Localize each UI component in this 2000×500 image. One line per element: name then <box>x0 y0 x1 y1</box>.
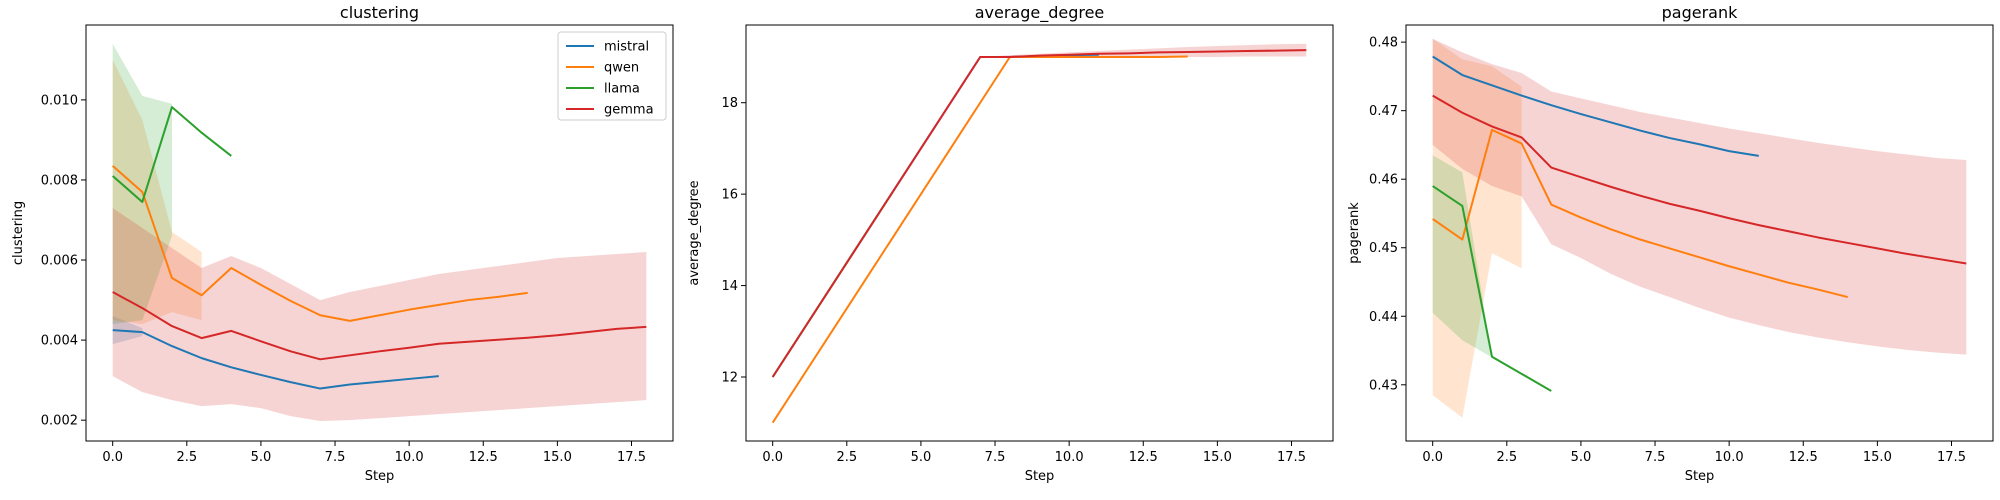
y-tick-label: 14 <box>721 279 738 294</box>
series-line-gemma <box>771 49 1307 378</box>
y-tick-label: 18 <box>721 96 738 111</box>
chart-panel-pagerank: 0.0 2.5 5.0 7.5 10.0 12.5 15.0 17.5 0.43 0.44 0.45… <box>1347 3 1994 484</box>
y-tick-label: 0.43 <box>1369 378 1398 393</box>
legend-label-gemma: gemma <box>604 103 654 118</box>
band-qwen <box>112 59 202 325</box>
series-line-mistral <box>771 53 1099 378</box>
legend-label-qwen: qwen <box>604 61 639 76</box>
x-tick-label: 7.5 <box>325 450 346 465</box>
axes-frame <box>1405 24 1994 442</box>
band-gemma <box>1432 38 1967 355</box>
x-tick-label: 5.0 <box>911 450 932 465</box>
x-tick-label: 15.0 <box>1863 450 1892 465</box>
band-llama <box>112 43 172 325</box>
x-tick-label: 2.5 <box>836 450 857 465</box>
chart-title: clustering <box>340 3 419 22</box>
y-axis-label: clustering <box>11 201 26 265</box>
x-tick-label: 10.0 <box>1055 450 1084 465</box>
plot-area <box>112 43 647 421</box>
plot-area <box>771 43 1307 424</box>
series-line-llama <box>112 106 232 203</box>
x-tick-label: 10.0 <box>395 450 424 465</box>
chart-title: average_degree <box>975 3 1105 23</box>
series-line-gemma <box>1432 94 1967 265</box>
y-tick-label: 0.004 <box>41 334 78 349</box>
chart-panel-clustering: 0.0 2.5 5.0 7.5 10.0 12.5 15.0 17.5 0.002 0.004 0.… <box>11 3 674 484</box>
series-line-mistral <box>1432 55 1759 157</box>
y-tick-label: 0.008 <box>41 173 78 188</box>
chart-panel-average_degree: 0.0 2.5 5.0 7.5 10.0 12.5 15.0 17.5 12 14 16 18 aver… <box>687 3 1334 484</box>
axes-frame <box>85 24 674 442</box>
y-tick-label: 0.45 <box>1369 241 1398 256</box>
y-tick-label: 0.44 <box>1369 310 1398 325</box>
x-tick-label: 12.5 <box>1129 450 1158 465</box>
x-axis-label: Step <box>1685 469 1715 484</box>
y-tick-label: 0.006 <box>41 254 78 269</box>
legend: mistral qwen llama gemma <box>557 31 667 121</box>
plot-area <box>1432 38 1967 418</box>
x-tick-label: 10.0 <box>1715 450 1744 465</box>
series-line-qwen <box>771 55 1188 424</box>
series-line-gemma <box>112 291 647 361</box>
x-tick-label: 12.5 <box>469 450 498 465</box>
y-axis-label: average_degree <box>687 180 702 285</box>
y-axis-label: pagerank <box>1347 202 1362 264</box>
legend-label-mistral: mistral <box>604 40 649 55</box>
axes-frame <box>745 24 1334 442</box>
x-tick-label: 15.0 <box>1203 450 1232 465</box>
band-llama <box>1432 155 1492 358</box>
x-axis-label: Step <box>1025 469 1055 484</box>
y-tick-label: 16 <box>721 188 738 203</box>
x-tick-label: 17.5 <box>617 450 646 465</box>
x-tick-label: 7.5 <box>1645 450 1666 465</box>
x-tick-label: 2.5 <box>176 450 197 465</box>
x-tick-label: 12.5 <box>1789 450 1818 465</box>
x-tick-label: 7.5 <box>985 450 1006 465</box>
y-tick-label: 0.010 <box>41 93 78 108</box>
x-axis-label: Step <box>365 469 395 484</box>
x-tick-label: 17.5 <box>1937 450 1966 465</box>
legend-box <box>557 31 667 121</box>
series-line-mistral <box>112 329 439 390</box>
y-tick-label: 12 <box>721 371 738 386</box>
series-line-qwen <box>112 165 528 322</box>
series-line-llama <box>1432 185 1552 392</box>
series-line-qwen <box>1432 128 1848 299</box>
x-tick-label: 17.5 <box>1277 450 1306 465</box>
band-gemma <box>772 43 1307 377</box>
x-tick-label: 0.0 <box>1422 450 1443 465</box>
x-tick-label: 0.0 <box>102 450 123 465</box>
y-tick-label: 0.002 <box>41 414 78 429</box>
y-tick-label: 0.47 <box>1369 104 1398 119</box>
y-tick-label: 0.48 <box>1369 36 1398 51</box>
x-tick-label: 2.5 <box>1496 450 1517 465</box>
x-tick-label: 15.0 <box>543 450 572 465</box>
y-tick-label: 0.46 <box>1369 173 1398 188</box>
legend-label-llama: llama <box>604 82 640 97</box>
chart-title: pagerank <box>1662 3 1738 22</box>
x-tick-label: 5.0 <box>251 450 272 465</box>
x-tick-label: 0.0 <box>762 450 783 465</box>
x-tick-label: 5.0 <box>1571 450 1592 465</box>
